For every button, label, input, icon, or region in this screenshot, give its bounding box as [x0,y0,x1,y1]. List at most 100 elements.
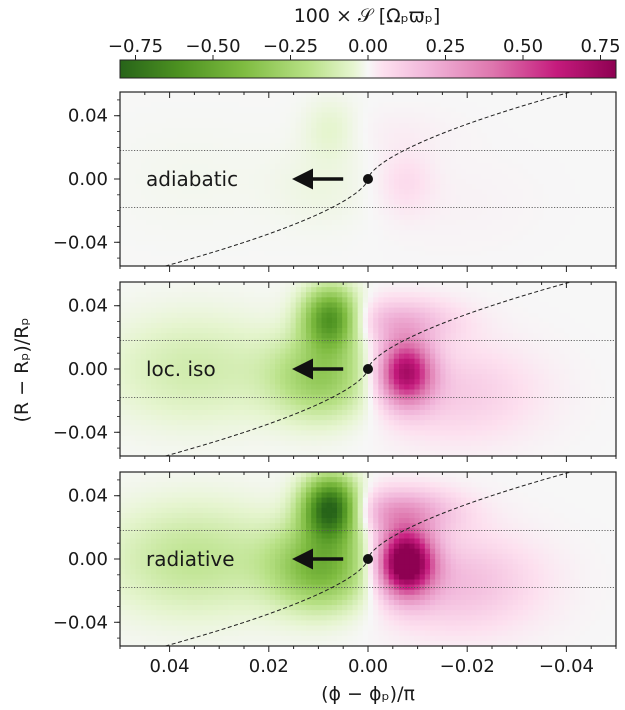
heatmap-cell [342,358,348,365]
heatmap-cell [249,194,255,201]
heatmap-cell [151,282,157,288]
heatmap-cell [373,250,379,257]
heatmap-cell [528,117,534,124]
heatmap-cell [523,168,529,175]
heatmap-cell [306,240,312,247]
heatmap-cell [130,317,137,324]
heatmap-cell [461,219,467,226]
heatmap-cell [321,343,328,350]
heatmap-cell [233,127,240,134]
heatmap-cell [445,132,452,139]
heatmap-cell [492,322,498,329]
heatmap-cell [605,250,612,257]
heatmap-cell [559,143,565,149]
heatmap-cell [187,328,193,334]
heatmap-cell [176,282,183,288]
heatmap-cell [414,363,421,370]
heatmap-cell [497,302,503,309]
heatmap-cell [528,317,534,324]
heatmap-cell [605,204,612,211]
heatmap-cell [569,168,576,175]
heatmap-cell [600,102,607,108]
heatmap-cell [497,148,503,155]
heatmap-cell [166,302,173,309]
heatmap-cell [424,240,431,247]
heatmap-cell [192,204,199,211]
heatmap-cell [388,153,395,160]
heatmap-cell [461,317,467,324]
heatmap-cell [512,194,519,201]
heatmap-cell [171,245,178,252]
heatmap-cell [383,158,390,165]
heatmap-cell [311,348,317,355]
heatmap-cell [445,184,452,190]
heatmap-cell [259,214,266,221]
heatmap-cell [347,260,354,267]
heatmap-cell [383,287,390,293]
heatmap-cell [120,194,126,201]
heatmap-cell [202,240,209,247]
heatmap-cell [326,179,333,185]
heatmap-cell [290,214,297,221]
heatmap-cell [533,214,540,221]
heatmap-cell [548,168,555,175]
heatmap-cell [347,132,354,139]
heatmap-cell [269,173,276,180]
heatmap-cell [466,353,472,360]
heatmap-cell [125,112,131,119]
heatmap-cell [213,219,219,226]
heatmap-cell [171,158,178,165]
heatmap-cell [259,204,266,211]
heatmap-cell [326,260,333,267]
heatmap-cell [238,138,245,144]
heatmap-cell [610,122,617,129]
heatmap-cell [430,158,436,165]
heatmap-cell [512,102,519,108]
heatmap-cell [424,255,431,262]
heatmap-cell [466,148,472,155]
heatmap-cell [280,307,286,314]
heatmap-cell [481,194,488,201]
heatmap-cell [197,260,204,267]
heatmap-cell [156,219,162,226]
heatmap-cell [502,138,509,144]
heatmap-cell [362,297,369,304]
heatmap-cell [579,363,586,370]
heatmap-cell [316,122,323,129]
heatmap-cell [512,250,519,257]
heatmap-cell [357,292,364,298]
heatmap-cell [559,122,565,129]
heatmap-cell [176,97,183,103]
heatmap-cell [564,97,571,103]
heatmap-cell [445,168,452,175]
heatmap-cell [254,240,261,247]
heatmap-cell [321,250,328,257]
heatmap-cell [383,297,390,304]
panel-label: adiabatic [146,167,238,191]
heatmap-cell [156,122,162,129]
heatmap-cell [306,312,312,319]
heatmap-cell [543,292,550,298]
heatmap-cell [187,240,193,247]
heatmap-cell [424,143,431,149]
heatmap-cell [187,112,193,119]
heatmap-cell [331,153,338,160]
heatmap-cell [435,168,441,175]
heatmap-cell [352,214,359,221]
heatmap-cell [145,302,152,309]
heatmap-cell [466,112,472,119]
heatmap-cell [502,292,509,298]
heatmap-cell [523,348,529,355]
heatmap-cell [486,214,493,221]
heatmap-cell [414,179,421,185]
heatmap-cell [559,307,565,314]
heatmap-cell [585,199,591,206]
heatmap-cell [486,143,493,149]
heatmap-cell [161,312,168,319]
heatmap-cell [326,107,333,114]
heatmap-cell [238,338,245,345]
heatmap-cell [471,117,478,124]
heatmap-cell [471,179,478,185]
heatmap-cell [249,333,255,339]
heatmap-cell [326,173,333,180]
